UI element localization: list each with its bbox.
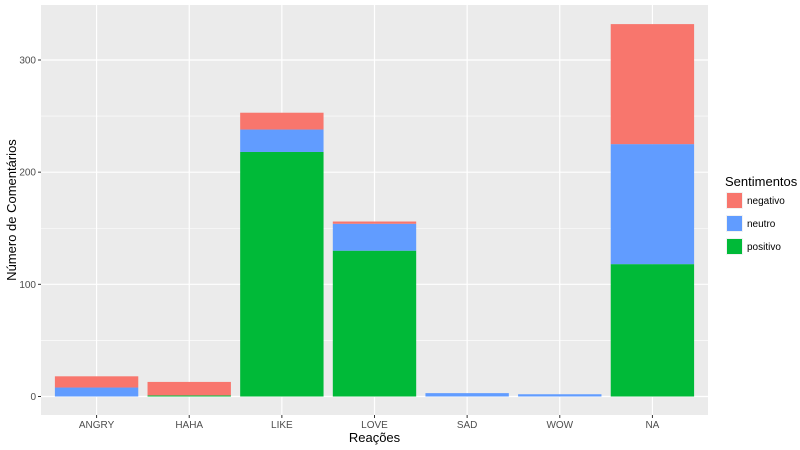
y-axis-title: Número de Comentários xyxy=(4,139,19,281)
x-tick-label: LOVE xyxy=(361,420,388,431)
bar-sad-neutro xyxy=(425,393,509,397)
x-tick-label: HAHA xyxy=(175,420,203,431)
x-tick-label: WOW xyxy=(546,420,573,431)
x-tick-label: ANGRY xyxy=(79,420,115,431)
bar-haha-negativo xyxy=(147,381,231,396)
x-axis-title: Reações xyxy=(349,430,401,445)
y-tick-label: 300 xyxy=(19,56,36,67)
x-tick-label: SAD xyxy=(457,420,478,431)
legend-label-negativo: negativo xyxy=(747,196,785,207)
bar-angry-negativo xyxy=(54,376,139,388)
legend: Sentimentos negativo neutro positivo xyxy=(725,174,798,255)
bar-like-neutro xyxy=(240,129,324,152)
legend-label-positivo: positivo xyxy=(747,242,781,253)
x-tick-label: LIKE xyxy=(271,420,293,431)
y-axis-ticks: 0 100 200 300 xyxy=(19,56,41,403)
bars xyxy=(54,24,695,397)
x-axis-ticks: ANGRY HAHA LIKE LOVE SAD WOW NA xyxy=(79,415,660,431)
y-tick-label: 200 xyxy=(19,168,36,179)
bar-na-positivo xyxy=(610,264,695,397)
bar-na-neutro xyxy=(610,144,695,265)
bar-like-positivo xyxy=(240,151,324,397)
bar-angry-neutro xyxy=(54,387,139,397)
legend-title: Sentimentos xyxy=(725,174,798,189)
legend-label-neutro: neutro xyxy=(747,219,776,230)
legend-swatch-positivo xyxy=(727,239,742,254)
bar-love-neutro xyxy=(332,223,417,251)
y-tick-label: 0 xyxy=(30,392,36,403)
bar-na-negativo xyxy=(610,24,695,145)
legend-swatch-neutro xyxy=(727,216,742,231)
bar-wow-neutro xyxy=(518,394,602,397)
bar-love-positivo xyxy=(332,250,417,397)
bar-haha-positivo xyxy=(147,395,231,397)
x-tick-label: NA xyxy=(645,420,659,431)
legend-swatch-negativo xyxy=(727,193,742,208)
bar-like-negativo xyxy=(240,112,324,130)
y-tick-label: 100 xyxy=(19,280,36,291)
bar-love-negativo xyxy=(332,221,417,224)
